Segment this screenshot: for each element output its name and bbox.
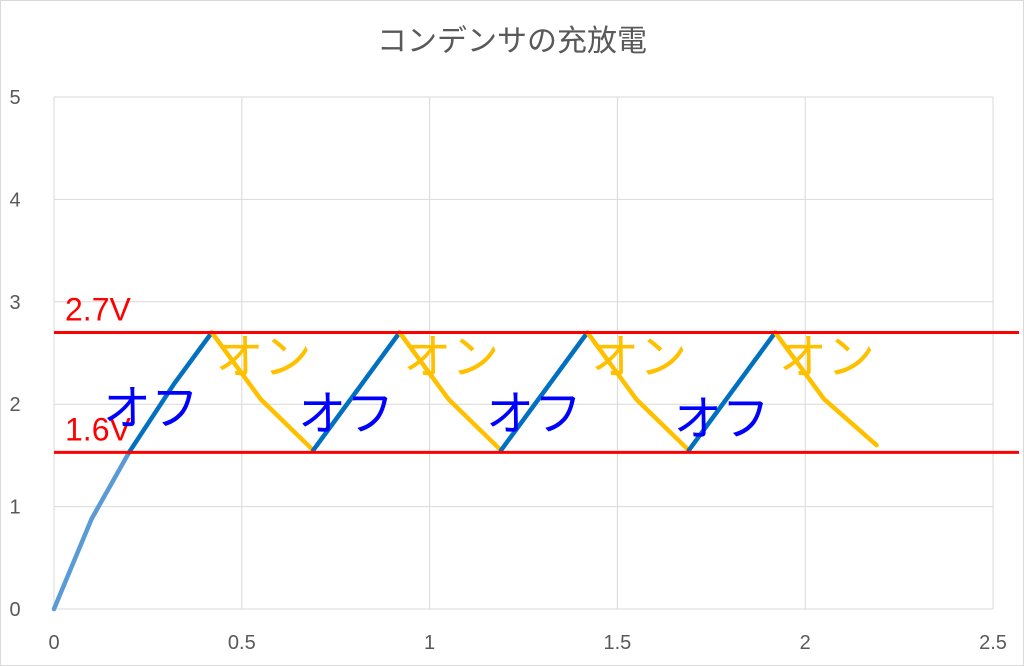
state-annotation: オフ <box>298 386 394 442</box>
x-tick-label: 0.5 <box>228 632 256 654</box>
y-tick-label: 1 <box>9 497 20 519</box>
series-line-5 <box>397 330 504 453</box>
series-line-9 <box>772 330 879 448</box>
y-tick-label: 2 <box>9 394 20 416</box>
threshold-label: 1.6V <box>65 411 131 447</box>
series-line-4 <box>310 330 402 453</box>
series-layer <box>51 330 879 612</box>
y-axis-ticks: 0 1 2 3 4 5 <box>9 87 20 621</box>
state-annotation: オン <box>216 329 312 385</box>
series-line-1 <box>51 450 132 612</box>
x-tick-label: 1.5 <box>603 632 631 654</box>
grid-layer <box>53 96 994 610</box>
y-tick-label: 0 <box>9 599 20 621</box>
x-tick-label: 2.5 <box>979 632 1007 654</box>
state-annotation: オン <box>403 329 499 385</box>
threshold-label: 2.7V <box>65 292 131 328</box>
threshold-layer: 2.7V 1.6V <box>54 292 1019 454</box>
state-annotation: オフ <box>103 381 199 437</box>
x-tick-label: 0 <box>48 632 59 654</box>
y-tick-label: 3 <box>9 292 20 314</box>
x-tick-label: 2 <box>800 632 811 654</box>
series-line-3 <box>209 330 316 453</box>
chart-title: コンデンサの充放電 <box>377 24 647 59</box>
series-line-7 <box>585 330 692 453</box>
series-line-6 <box>498 330 590 453</box>
state-annotation: オン <box>779 329 875 385</box>
y-tick-label: 4 <box>9 189 20 211</box>
state-annotation: オン <box>591 329 687 385</box>
y-tick-label: 5 <box>9 87 20 109</box>
series-line-2 <box>126 330 215 455</box>
state-annotation: オフ <box>486 386 582 442</box>
series-line-8 <box>686 330 778 453</box>
x-tick-label: 1 <box>424 632 435 654</box>
x-axis-ticks: 0 0.5 1 1.5 2 2.5 <box>48 632 1006 654</box>
state-annotation: オフ <box>674 391 770 447</box>
